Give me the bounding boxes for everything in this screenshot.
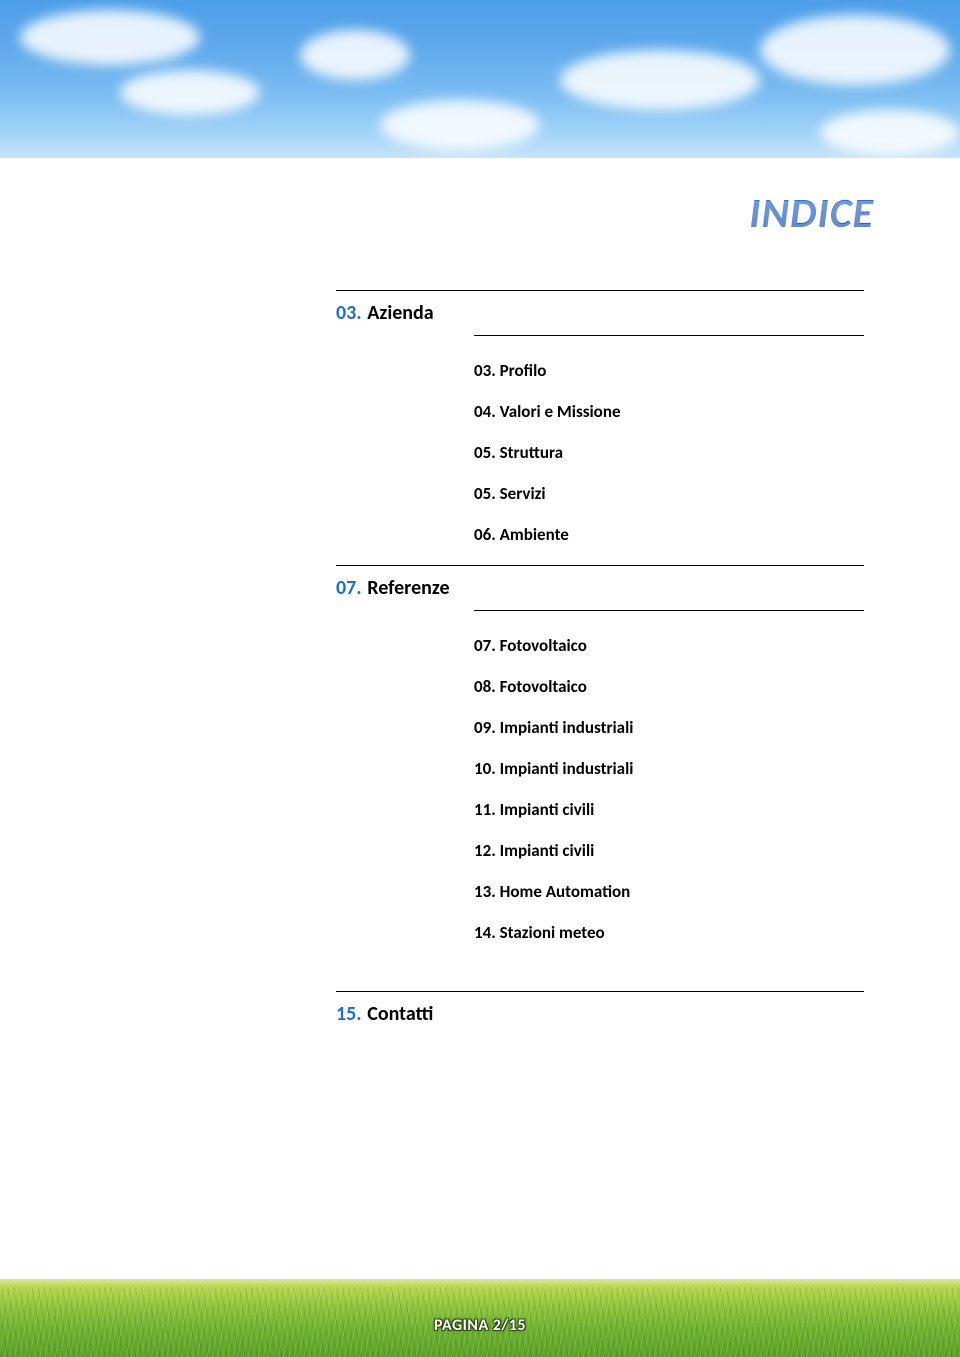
- toc-section-number: 15.: [336, 1002, 362, 1026]
- toc-sub-item: 06. Ambiente: [474, 514, 864, 555]
- page-number: PAGINA 2/15: [0, 1316, 960, 1335]
- toc-sub-item: 05. Servizi: [474, 473, 864, 514]
- cloud-icon: [300, 30, 410, 80]
- sky-banner: [0, 0, 960, 158]
- page: INDICE 03. Azienda 03. Profilo 04. Valor…: [0, 0, 960, 1357]
- toc-sub-item: 08. Fotovoltaico: [474, 666, 864, 707]
- cloud-icon: [820, 110, 960, 155]
- page-title: INDICE: [749, 188, 874, 239]
- cloud-icon: [20, 10, 200, 65]
- spacer: [336, 963, 864, 991]
- cloud-icon: [560, 50, 760, 110]
- toc-sub-item: 07. Fotovoltaico: [474, 625, 864, 666]
- toc-sub-item: 04. Valori e Missione: [474, 391, 864, 432]
- toc-sub-item: 12. Impianti civili: [474, 830, 864, 871]
- toc-sub-item: 09. Impianti industriali: [474, 707, 864, 748]
- toc-sub-item: 03. Profilo: [474, 350, 864, 391]
- toc-section-label: Referenze: [367, 576, 449, 600]
- toc-sub-list: 03. Profilo 04. Valori e Missione 05. St…: [474, 336, 864, 565]
- cloud-icon: [760, 15, 950, 85]
- cloud-icon: [380, 100, 540, 150]
- toc-sub-item: 14. Stazioni meteo: [474, 912, 864, 953]
- toc-section: 07. Referenze: [336, 566, 864, 610]
- toc-section-number: 07.: [336, 576, 362, 600]
- cloud-icon: [120, 70, 260, 115]
- grass-edge: [0, 1279, 960, 1287]
- toc-sub-list: 07. Fotovoltaico 08. Fotovoltaico 09. Im…: [474, 611, 864, 963]
- toc-sub-item: 11. Impianti civili: [474, 789, 864, 830]
- toc-section-number: 03.: [336, 301, 362, 325]
- toc-sub-item: 13. Home Automation: [474, 871, 864, 912]
- table-of-contents: 03. Azienda 03. Profilo 04. Valori e Mis…: [336, 290, 864, 1036]
- toc-sub-item: 10. Impianti industriali: [474, 748, 864, 789]
- toc-section: 03. Azienda: [336, 291, 864, 335]
- toc-section-label: Azienda: [367, 301, 433, 325]
- toc-section: 15. Contatti: [336, 992, 864, 1036]
- toc-sub-item: 05. Struttura: [474, 432, 864, 473]
- toc-section-label: Contatti: [367, 1002, 433, 1026]
